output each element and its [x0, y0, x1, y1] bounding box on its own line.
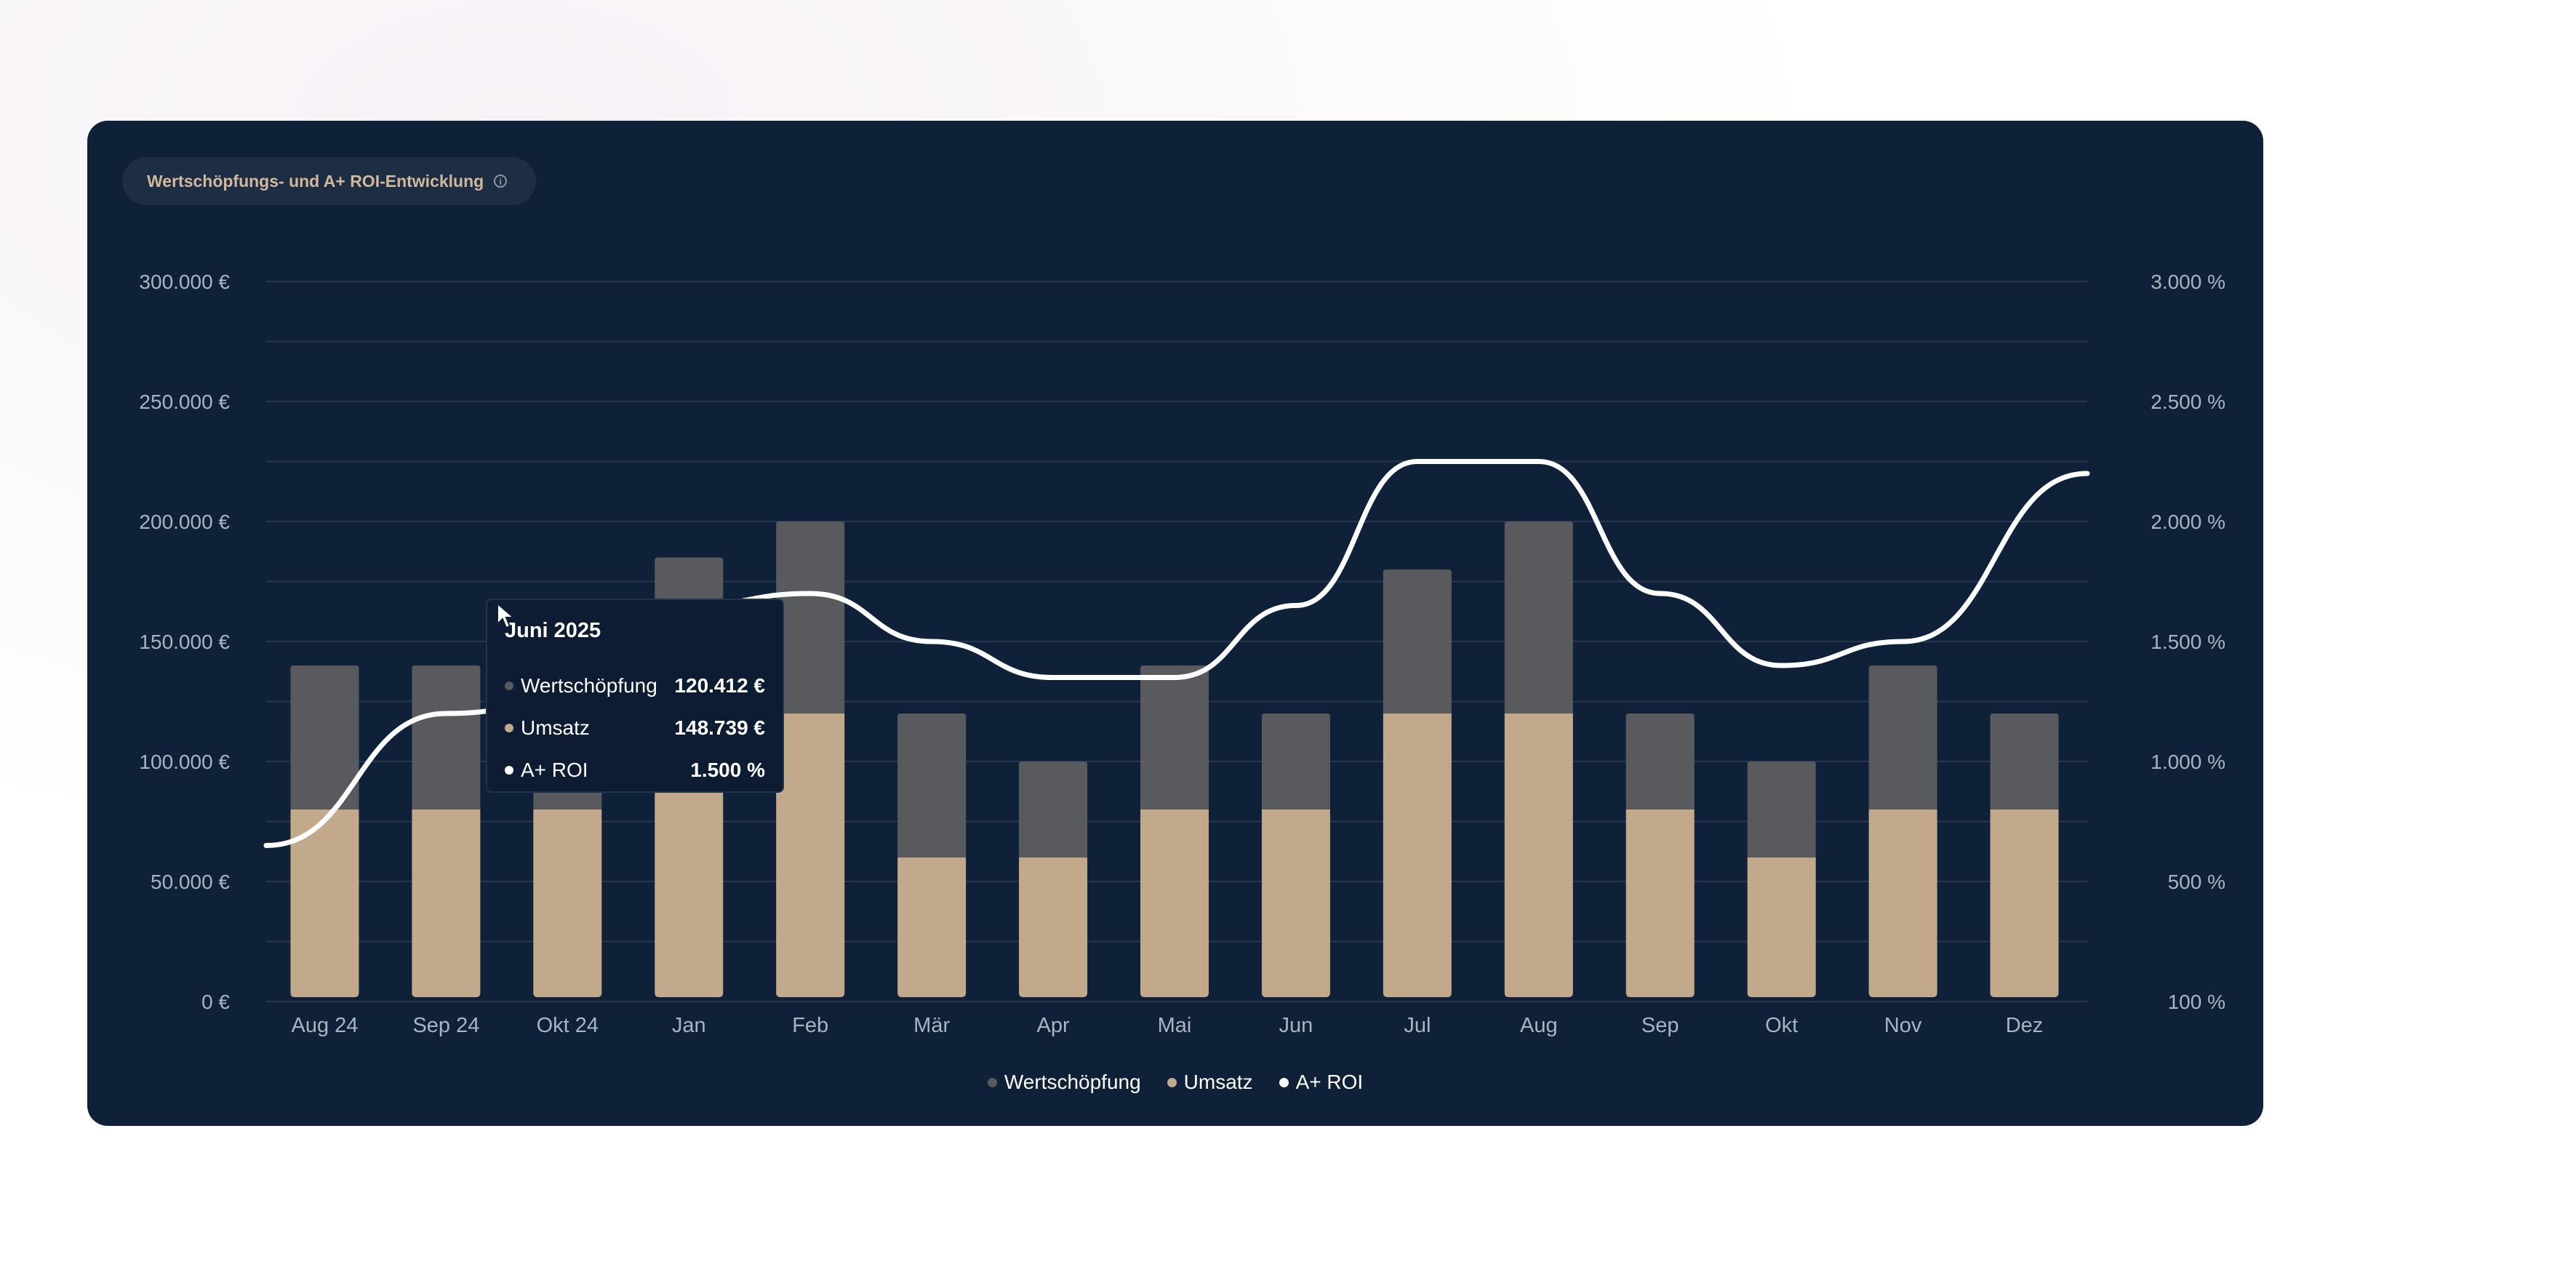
left-axis-tick-label: 200.000 € — [139, 511, 230, 533]
bar-wertschoepfung — [1868, 666, 1937, 810]
bar-wertschoepfung — [290, 666, 359, 810]
bar-umsatz — [412, 810, 481, 997]
legend-item-umsatz[interactable]: Umsatz — [1167, 1071, 1253, 1094]
bar-umsatz — [1140, 810, 1209, 997]
x-axis-tick-label: Okt — [1765, 1014, 1798, 1037]
x-axis-tick-label: Nov — [1884, 1014, 1922, 1037]
bar-wertschoepfung — [1625, 714, 1695, 810]
x-axis-tick-label: Jul — [1404, 1014, 1431, 1037]
tooltip-title: Juni 2025 — [505, 619, 601, 642]
legend-item-wertschoepfung[interactable]: Wertschöpfung — [987, 1071, 1141, 1094]
chart-legend: Wertschöpfung Umsatz A+ ROI — [87, 1071, 2263, 1094]
x-axis-tick-label: Sep 24 — [412, 1014, 479, 1037]
bar-umsatz — [776, 714, 845, 997]
bar-umsatz — [1868, 810, 1937, 997]
bar-wertschoepfung — [1383, 569, 1452, 714]
right-axis-tick-label: 2.500 % — [2151, 391, 2225, 413]
x-axis-tick-label: Jan — [672, 1014, 706, 1037]
right-axis-tick-label: 3.000 % — [2151, 271, 2225, 293]
left-axis-tick-label: 0 € — [201, 991, 230, 1013]
legend-dot-umsatz — [1167, 1077, 1177, 1087]
tooltip-label-wertschoepfung: Wertschöpfung — [521, 674, 657, 697]
right-axis-tick-label: 2.000 % — [2151, 511, 2225, 533]
left-axis-tick-label: 100.000 € — [139, 751, 230, 773]
tooltip-value-roi: 1.500 % — [690, 759, 765, 781]
bar-umsatz — [290, 810, 359, 997]
tooltip-value-wertschoepfung: 120.412 € — [674, 674, 765, 697]
right-axis-tick-label: 1.500 % — [2151, 631, 2225, 653]
bar-wertschoepfung — [1747, 762, 1816, 858]
x-axis-tick-label: Okt 24 — [537, 1014, 599, 1037]
tooltip-value-umsatz: 148.739 € — [674, 716, 765, 739]
x-axis-tick-label: Apr — [1036, 1014, 1069, 1037]
legend-label-umsatz: Umsatz — [1183, 1071, 1253, 1093]
tooltip-row-wertschoepfung: Wertschöpfung 120.412 € — [505, 665, 765, 707]
bar-umsatz — [1261, 810, 1330, 997]
chart-plot: 0 € 50.000 € 100.000 € 150.000 € 200.000 € 25… — [139, 271, 2225, 1037]
x-axis-tick-label: Aug — [1520, 1014, 1558, 1037]
x-axis-tick-label: Aug 24 — [292, 1014, 359, 1037]
bar-umsatz — [897, 858, 967, 997]
x-axis-tick-label: Jun — [1279, 1014, 1313, 1037]
left-axis-tick-label: 50.000 € — [151, 871, 230, 893]
tooltip-dot-wertschoepfung — [505, 682, 513, 690]
bar-wertschoepfung — [1261, 714, 1330, 810]
chart-title: Wertschöpfungs- und A+ ROI-Entwicklung — [147, 171, 484, 191]
bar-umsatz — [1019, 858, 1088, 997]
mouse-cursor-icon — [497, 602, 516, 629]
x-axis-tick-label: Dez — [2006, 1014, 2044, 1037]
bar-umsatz — [1383, 714, 1452, 997]
bar-wertschoepfung — [1990, 714, 2059, 810]
bar-wertschoepfung — [412, 666, 481, 810]
chart-card: Wertschöpfungs- und A+ ROI-Entwicklung i… — [87, 121, 2263, 1126]
bar-umsatz — [1504, 714, 1573, 997]
legend-item-roi[interactable]: A+ ROI — [1279, 1071, 1364, 1094]
info-circle-icon[interactable]: i — [494, 175, 508, 188]
x-axis-tick-label: Sep — [1641, 1014, 1679, 1037]
x-axis-tick-label: Mär — [913, 1014, 950, 1037]
bar-umsatz — [533, 810, 602, 997]
tooltip-label-roi: A+ ROI — [521, 759, 588, 781]
right-axis-tick-label: 100 % — [2168, 991, 2225, 1013]
bar-wertschoepfung — [897, 714, 967, 858]
tooltip-row-umsatz: Umsatz 148.739 € — [505, 707, 765, 749]
tooltip-dot-roi — [505, 766, 513, 775]
legend-label-wertschoepfung: Wertschöpfung — [1004, 1071, 1141, 1093]
x-axis-tick-label: Feb — [792, 1014, 828, 1037]
bar-wertschoepfung — [776, 521, 845, 714]
right-axis-tick-label: 1.000 % — [2151, 751, 2225, 773]
bar-umsatz — [1625, 810, 1695, 997]
left-axis-tick-label: 300.000 € — [139, 271, 230, 293]
bar-umsatz — [1747, 858, 1816, 997]
legend-dot-wertschoepfung — [987, 1077, 997, 1087]
bar-wertschoepfung — [1504, 521, 1573, 714]
tooltip-dot-umsatz — [505, 724, 513, 732]
right-axis-tick-label: 500 % — [2168, 871, 2225, 893]
x-axis-tick-label: Mai — [1158, 1014, 1192, 1037]
legend-label-roi: A+ ROI — [1295, 1071, 1364, 1093]
chart-title-pill[interactable]: Wertschöpfungs- und A+ ROI-Entwicklung i — [122, 157, 537, 205]
tooltip-row-roi: A+ ROI 1.500 % — [505, 749, 765, 791]
tooltip-label-umsatz: Umsatz — [521, 716, 590, 739]
bar-wertschoepfung — [1140, 666, 1209, 810]
chart-tooltip: Juni 2025 Wertschöpfung 120.412 € Umsatz… — [486, 599, 784, 793]
left-axis-tick-label: 250.000 € — [139, 391, 230, 413]
legend-dot-roi — [1279, 1077, 1289, 1087]
bar-umsatz — [1990, 810, 2059, 997]
bar-wertschoepfung — [1019, 762, 1088, 858]
left-axis-tick-label: 150.000 € — [139, 631, 230, 653]
